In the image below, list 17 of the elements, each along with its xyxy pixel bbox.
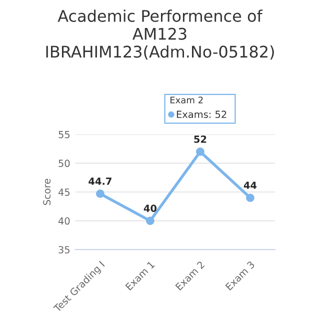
chart-title: Academic Performence of AM123 IBRAHIM123(Adm.No-05182) — [46, 10, 274, 60]
data-label: 44 — [244, 182, 257, 189]
y-axis-title: Score — [43, 178, 51, 205]
y-tick-label: 45 — [58, 188, 70, 196]
y-tick-label: 55 — [58, 131, 70, 138]
y-tick-label: 50 — [58, 160, 70, 168]
text: Exams: 52 — [176, 110, 226, 118]
data-label: 52 — [194, 136, 206, 143]
y-tick-label: 40 — [58, 217, 70, 225]
point — [146, 216, 154, 225]
data-label: 44.7 — [88, 178, 112, 185]
point — [246, 194, 254, 202]
point — [96, 190, 104, 198]
y-tick-label: 35 — [58, 246, 70, 254]
data-label: 40 — [144, 204, 156, 212]
point — [196, 148, 204, 156]
text: Exam 2 — [170, 96, 203, 104]
